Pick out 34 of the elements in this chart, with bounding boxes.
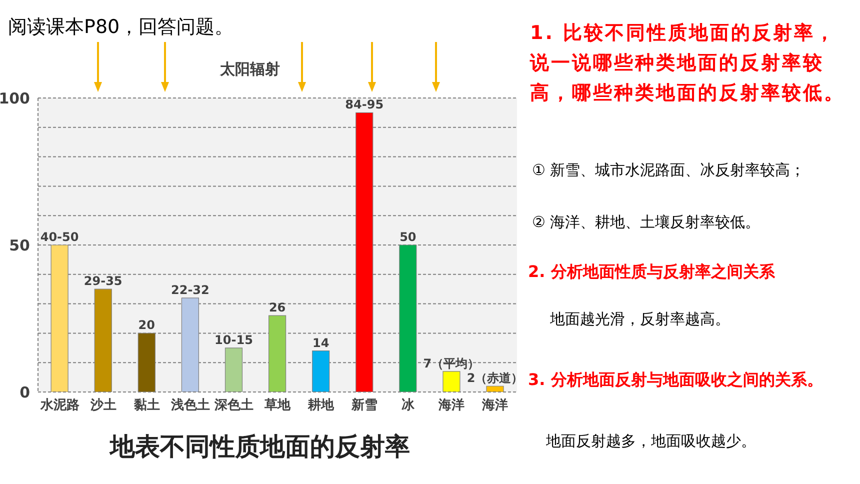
x-tick-label: 深色土: [213, 398, 254, 414]
x-tick-label: 耕地: [307, 398, 336, 414]
data-label: 50: [400, 230, 416, 244]
data-label: 40-50: [40, 230, 79, 244]
data-label: 10-15: [214, 332, 253, 347]
text: 地表不同性质地面的反射率: [108, 431, 411, 463]
x-tick-label: 草地: [264, 398, 292, 414]
x-tick-label: 浅色土: [170, 398, 210, 414]
text: 地面反射越多，地面吸收越少。: [546, 432, 757, 451]
text: ① 新雪、城市水泥路面、冰反射率较高；: [532, 160, 806, 181]
data-label: 29-35: [84, 274, 122, 288]
text: 3. 分析地面反射与地面吸收之间的关系。: [528, 369, 824, 391]
text: 1. 比较不同性质地面的反射率，说一说哪些种类地面的反射率较高，哪些种类地面的反射率较低。: [530, 21, 846, 106]
y-tick-label: 100: [0, 89, 30, 108]
data-label: 20: [138, 318, 156, 332]
data-label: 84-95: [345, 98, 384, 112]
text: 阅读课本P80，回答问题。: [8, 15, 235, 40]
x-tick-label: 沙土: [89, 398, 116, 414]
x-tick-label: 海洋: [438, 398, 465, 414]
x-tick-label: 海洋: [481, 398, 508, 414]
text: 地面越光滑，反射率越高。: [550, 310, 731, 329]
x-tick-label: 新雪: [350, 397, 378, 414]
y-tick-label: 0: [20, 383, 30, 402]
y-tick-label: 50: [9, 236, 30, 254]
data-label: 2（赤道）: [466, 371, 524, 386]
x-tick-label: 黏土: [132, 398, 160, 414]
text: ② 海洋、耕地、土壤反射率较低。: [532, 212, 762, 233]
data-label: 26: [268, 300, 286, 315]
text: 太阳辐射: [218, 60, 281, 79]
text: 2. 分析地面性质与反射率之间关系: [528, 262, 776, 283]
x-tick-label: 水泥路: [39, 398, 80, 414]
x-tick-label: 冰: [402, 397, 416, 414]
data-label: 14: [312, 336, 330, 350]
data-label: 22-32: [171, 282, 210, 297]
